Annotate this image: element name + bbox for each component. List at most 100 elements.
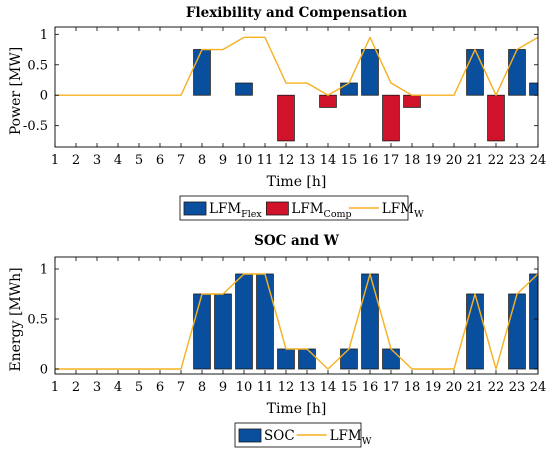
x-tick-label: 5 [135, 380, 143, 395]
bar [382, 348, 400, 370]
x-axis: 1 2 3 4 5 6 7 8 9 10 11 12 13 14 15 16 17 18 19 20 21 22 23 24 [51, 27, 546, 168]
x-tick-label: 20 [446, 153, 463, 168]
legend-label: LFMComp [291, 201, 351, 220]
x-tick-label: 14 [320, 153, 337, 168]
legend-label: LFMW [382, 201, 424, 220]
x-tick-label: 12 [278, 380, 295, 395]
x-tick-label: 15 [341, 380, 358, 395]
x-tick-label: 9 [219, 153, 227, 168]
bar [277, 348, 295, 370]
x-tick-label: 16 [362, 380, 379, 395]
x-tick-label: 18 [404, 380, 421, 395]
x-tick-label: 5 [135, 153, 143, 168]
bar [340, 82, 358, 96]
y-tick-label: -0.5 [23, 119, 48, 134]
x-tick-label: 23 [509, 153, 526, 168]
x-tick-label: 6 [156, 153, 164, 168]
x-tick-label: 14 [320, 380, 337, 395]
x-tick-label: 21 [467, 380, 484, 395]
x-tick-label: 22 [488, 153, 505, 168]
x-tick-label: 2 [72, 153, 80, 168]
y-tick-label: 0.5 [27, 58, 48, 73]
y-axis: -0.5 0 0.5 1 [23, 28, 538, 134]
axes-box [54, 26, 539, 148]
x-tick-label: 6 [156, 380, 164, 395]
axes-box [54, 256, 539, 375]
x-axis-label: Time [h] [267, 174, 327, 190]
legend: LFMFlex LFMComp LFMW [179, 195, 424, 221]
legend-label: LFMFlex [209, 201, 262, 220]
bar [508, 49, 526, 96]
x-tick-label: 10 [236, 380, 253, 395]
x-tick-label: 20 [446, 380, 463, 395]
series-lfm-flex [193, 49, 539, 96]
y-tick-label: 0 [40, 89, 48, 104]
bar [319, 94, 337, 108]
x-tick-label: 18 [404, 153, 421, 168]
y-tick-label: 1 [40, 28, 48, 43]
x-tick-label: 11 [257, 153, 274, 168]
bar [487, 94, 505, 142]
x-axis: 1 2 3 4 5 6 7 8 9 10 11 12 13 14 15 16 17 18 19 20 21 22 23 24 [51, 257, 546, 395]
x-tick-label: 7 [177, 153, 185, 168]
x-tick-label: 13 [299, 153, 316, 168]
x-tick-label: 9 [219, 380, 227, 395]
y-tick-label: 0.5 [27, 313, 48, 328]
y-tick-label: 0 [40, 363, 48, 378]
bar [466, 293, 484, 370]
bar [403, 94, 421, 108]
bar [361, 49, 379, 96]
bar [298, 348, 316, 370]
x-tick-label: 21 [467, 153, 484, 168]
x-tick-label: 17 [383, 380, 400, 395]
bar [361, 273, 379, 370]
legend: SOC LFMW [234, 422, 372, 448]
x-tick-label: 4 [114, 153, 122, 168]
bar [382, 94, 400, 142]
legend-swatch [183, 201, 207, 216]
x-tick-label: 3 [93, 380, 101, 395]
x-tick-label: 23 [509, 380, 526, 395]
x-tick-label: 13 [299, 380, 316, 395]
legend-label: LFMW [330, 428, 372, 447]
x-tick-label: 11 [257, 380, 274, 395]
legend-label: SOC [264, 428, 295, 444]
x-tick-label: 24 [530, 380, 547, 395]
bar [235, 273, 253, 370]
x-tick-label: 17 [383, 153, 400, 168]
series-line-lfm-w [55, 36, 539, 96]
bar [193, 293, 211, 370]
legend-swatch [265, 201, 289, 216]
y-axis-label: Energy [MWh] [8, 267, 24, 371]
x-tick-label: 16 [362, 153, 379, 168]
x-tick-label: 4 [114, 380, 122, 395]
chart-2: SOC and W1 2 3 4 5 6 7 8 9 10 11 12 13 14 15 16 17 18 19 20… [8, 233, 546, 448]
bar [466, 49, 484, 96]
x-tick-label: 2 [72, 380, 80, 395]
x-tick-label: 15 [341, 153, 358, 168]
bar [529, 273, 539, 370]
bar [529, 82, 539, 96]
x-tick-label: 8 [198, 380, 206, 395]
bar [277, 94, 295, 142]
y-tick-label: 1 [40, 263, 48, 278]
bar [214, 293, 232, 370]
bar [235, 82, 253, 96]
x-tick-label: 19 [425, 153, 442, 168]
chart-title: Flexibility and Compensation [186, 5, 407, 21]
x-axis-label: Time [h] [267, 401, 327, 417]
y-axis: 00.51 [27, 263, 538, 378]
x-tick-label: 22 [488, 380, 505, 395]
x-tick-label: 7 [177, 380, 185, 395]
series-line-lfm-w [55, 273, 539, 370]
x-tick-label: 1 [51, 153, 59, 168]
x-tick-label: 1 [51, 380, 59, 395]
x-tick-label: 10 [236, 153, 253, 168]
x-tick-label: 8 [198, 153, 206, 168]
legend-swatch [238, 428, 262, 443]
y-axis-label: Power [MW] [8, 47, 24, 135]
x-tick-label: 12 [278, 153, 295, 168]
